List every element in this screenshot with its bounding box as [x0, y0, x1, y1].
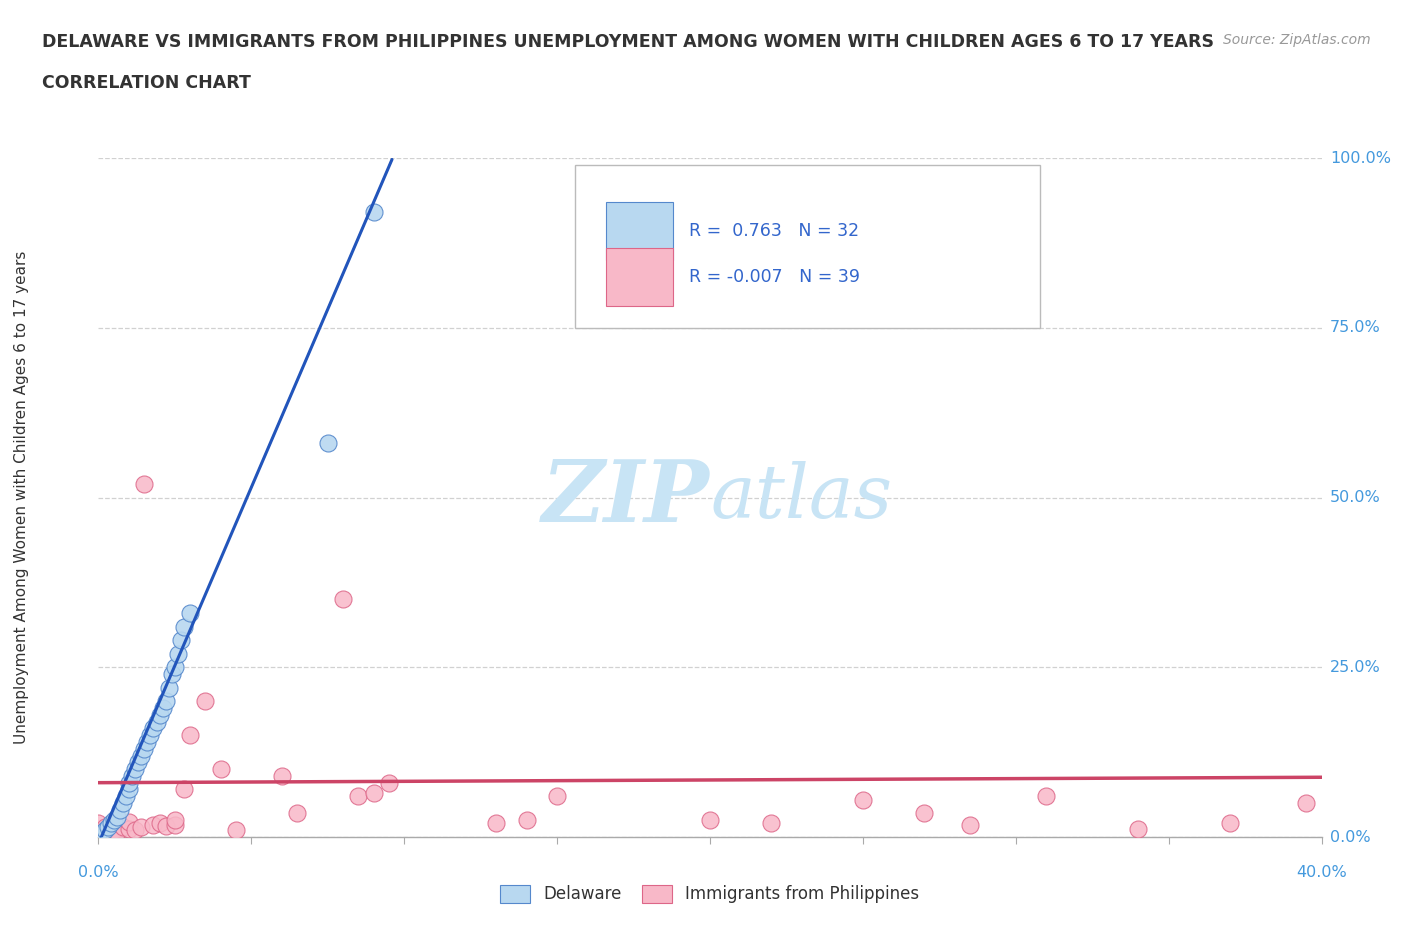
Point	[142, 721, 165, 736]
Point	[163, 813, 186, 828]
Point	[959, 817, 981, 832]
Point	[97, 819, 120, 834]
Text: 0.0%: 0.0%	[79, 865, 118, 880]
Bar	[606, 248, 673, 306]
Point	[124, 762, 146, 777]
Point	[111, 819, 134, 834]
Point	[852, 792, 875, 807]
Legend: Delaware, Immigrants from Philippines: Delaware, Immigrants from Philippines	[494, 878, 927, 910]
Point	[103, 823, 125, 838]
Point	[157, 680, 180, 695]
Point	[145, 714, 167, 729]
Point	[363, 205, 385, 219]
Point	[115, 789, 138, 804]
Point	[142, 817, 165, 832]
Point	[134, 476, 156, 491]
Point	[105, 824, 128, 839]
Point	[759, 816, 782, 830]
Text: 75.0%: 75.0%	[1330, 320, 1381, 336]
Point	[121, 768, 143, 783]
Point	[173, 619, 195, 634]
Point	[363, 786, 385, 801]
Text: DELAWARE VS IMMIGRANTS FROM PHILIPPINES UNEMPLOYMENT AMONG WOMEN WITH CHILDREN A: DELAWARE VS IMMIGRANTS FROM PHILIPPINES …	[42, 33, 1215, 50]
Point	[149, 816, 172, 830]
Text: 25.0%: 25.0%	[1330, 659, 1381, 675]
Point	[100, 817, 122, 832]
Point	[485, 816, 508, 830]
Text: CORRELATION CHART: CORRELATION CHART	[42, 74, 252, 92]
Point	[1295, 796, 1317, 811]
Point	[285, 805, 308, 820]
Point	[124, 823, 146, 838]
Point	[378, 776, 401, 790]
Point	[170, 632, 193, 647]
Text: ZIP: ZIP	[543, 456, 710, 539]
Point	[118, 776, 141, 790]
Point	[155, 818, 177, 833]
Point	[105, 809, 128, 824]
Point	[1219, 816, 1241, 830]
Point	[103, 813, 125, 828]
Bar	[606, 202, 673, 260]
Point	[699, 813, 721, 828]
Point	[347, 789, 370, 804]
Point	[194, 694, 217, 709]
Point	[167, 646, 190, 661]
Point	[134, 741, 156, 756]
Point	[108, 803, 131, 817]
Text: Source: ZipAtlas.com: Source: ZipAtlas.com	[1223, 33, 1371, 46]
FancyBboxPatch shape	[575, 165, 1040, 328]
Point	[129, 748, 152, 763]
Point	[118, 815, 141, 830]
Text: atlas: atlas	[710, 461, 893, 534]
Point	[111, 796, 134, 811]
Point	[127, 755, 149, 770]
Text: 0.0%: 0.0%	[1330, 830, 1371, 844]
Point	[163, 817, 186, 832]
Point	[87, 816, 110, 830]
Point	[173, 782, 195, 797]
Point	[129, 819, 152, 834]
Point	[139, 727, 162, 742]
Point	[118, 782, 141, 797]
Text: 40.0%: 40.0%	[1296, 865, 1347, 880]
Point	[225, 823, 247, 838]
Point	[316, 436, 339, 451]
Point	[546, 789, 568, 804]
Point	[179, 727, 201, 742]
Text: 50.0%: 50.0%	[1330, 490, 1381, 505]
Text: Unemployment Among Women with Children Ages 6 to 17 years: Unemployment Among Women with Children A…	[14, 251, 28, 744]
Point	[118, 821, 141, 836]
Point	[163, 660, 186, 675]
Text: R = -0.007   N = 39: R = -0.007 N = 39	[689, 268, 860, 286]
Point	[270, 768, 292, 783]
Point	[100, 816, 122, 830]
Point	[912, 805, 935, 820]
Point	[160, 667, 183, 682]
Point	[152, 700, 174, 715]
Text: 100.0%: 100.0%	[1330, 151, 1391, 166]
Point	[149, 708, 172, 723]
Point	[155, 694, 177, 709]
Point	[1035, 789, 1057, 804]
Text: R =  0.763   N = 32: R = 0.763 N = 32	[689, 222, 859, 240]
Point	[516, 813, 538, 828]
Point	[136, 735, 159, 750]
Point	[93, 823, 115, 838]
Point	[93, 819, 115, 834]
Point	[209, 762, 232, 777]
Point	[1128, 821, 1150, 836]
Point	[332, 592, 354, 607]
Point	[87, 826, 110, 841]
Point	[179, 605, 201, 620]
